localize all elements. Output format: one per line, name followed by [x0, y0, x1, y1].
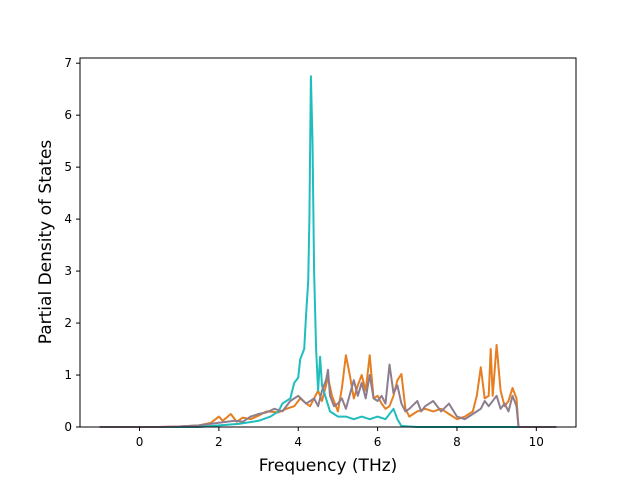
plot-frame: [79, 57, 577, 428]
y-tick-label: 6: [64, 108, 72, 122]
y-tick-label: 4: [64, 212, 72, 226]
x-tick-label: 4: [294, 435, 302, 449]
series-layer: [99, 75, 557, 428]
x-tick-label: 6: [374, 435, 382, 449]
y-tick-label: 7: [64, 56, 72, 70]
series-line-3: [99, 363, 557, 428]
y-axis-label: Partial Density of States: [36, 140, 56, 345]
x-axis-ticks: 0 2 4 6 8 10: [136, 427, 544, 449]
x-tick-label: 8: [453, 435, 461, 449]
series-line-1: [99, 343, 557, 428]
x-tick-label: 2: [215, 435, 223, 449]
y-tick-label: 3: [64, 264, 72, 278]
x-tick-label: 0: [136, 435, 144, 449]
y-axis-ticks: 0 1 2 3 4 5 6 7: [64, 56, 80, 434]
y-tick-label: 2: [64, 316, 72, 330]
y-tick-label: 0: [64, 420, 72, 434]
x-axis-label: Frequency (THz): [259, 456, 398, 476]
y-tick-label: 5: [64, 160, 72, 174]
x-tick-label: 10: [529, 435, 544, 449]
y-tick-label: 1: [64, 368, 72, 382]
